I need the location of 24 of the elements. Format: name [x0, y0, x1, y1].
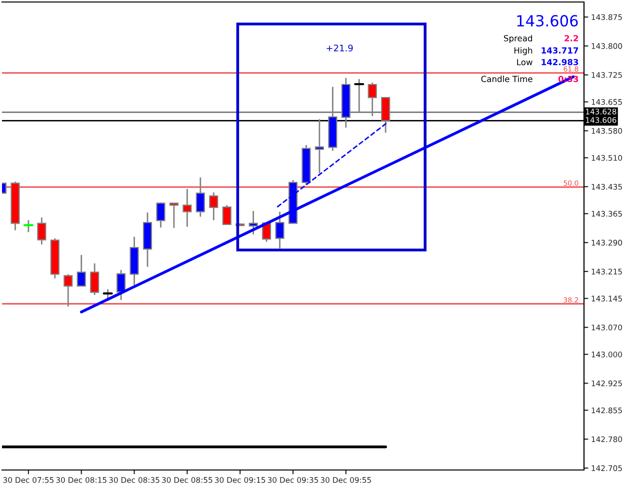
- annotation: 143.606: [517, 15, 578, 27]
- candlestick: [169, 202, 178, 229]
- candlestick: [102, 288, 113, 300]
- annotation: Candle Time: [481, 76, 532, 82]
- candlestick: [37, 216, 46, 246]
- annotation: 2.2: [564, 35, 578, 42]
- candlestick: [209, 192, 218, 221]
- annotation: 143.717: [542, 47, 578, 54]
- candlestick: [116, 269, 126, 301]
- candlestick: [248, 210, 258, 236]
- candlestick: [196, 176, 205, 218]
- candlestick: [182, 188, 192, 228]
- annotation: Low: [517, 59, 532, 66]
- annotation: +21.9: [326, 44, 353, 52]
- annotation: High: [514, 47, 532, 56]
- candlestick: [275, 211, 284, 250]
- candlestick: [64, 273, 73, 308]
- candlestick: [23, 220, 34, 233]
- candlestick: [76, 254, 86, 287]
- candlestick: [90, 262, 100, 296]
- annotation: 142.983: [542, 58, 578, 66]
- candlestick: [156, 202, 166, 228]
- annotation: Spread: [504, 34, 532, 44]
- candlestick: [222, 204, 232, 226]
